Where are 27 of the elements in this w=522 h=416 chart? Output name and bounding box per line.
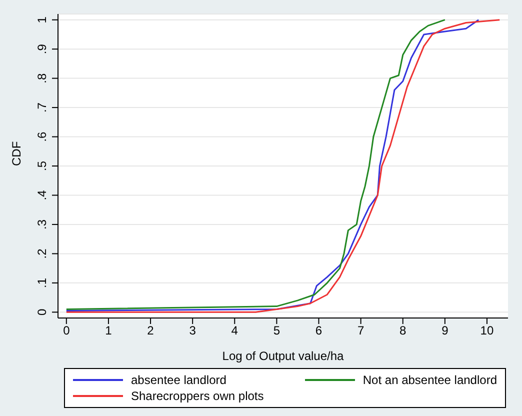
y-tick-label: .3 bbox=[35, 219, 49, 230]
x-tick-label: 9 bbox=[442, 324, 449, 338]
legend-label: Not an absentee landlord bbox=[362, 373, 497, 387]
y-tick-label: .9 bbox=[35, 44, 49, 54]
legend-label: absentee landlord bbox=[131, 373, 226, 387]
x-tick-label: 5 bbox=[273, 324, 280, 338]
x-tick-label: 1 bbox=[105, 324, 112, 338]
y-tick-label: 0 bbox=[35, 308, 49, 316]
x-axis-title: Log of Output value/ha bbox=[222, 349, 344, 363]
y-tick-label: .8 bbox=[35, 72, 49, 84]
y-tick-label: .5 bbox=[35, 160, 49, 172]
x-tick-label: 8 bbox=[400, 324, 407, 338]
x-tick-label: 6 bbox=[315, 324, 322, 338]
y-tick-label: .1 bbox=[35, 278, 49, 288]
x-tick-label: 10 bbox=[480, 324, 494, 338]
y-tick-label: 1 bbox=[35, 16, 49, 24]
y-tick-label: .2 bbox=[35, 248, 49, 259]
x-tick-label: 4 bbox=[231, 324, 238, 338]
y-tick-label: .4 bbox=[35, 190, 49, 200]
y-tick-label: .6 bbox=[35, 131, 49, 142]
y-tick-label: .7 bbox=[35, 102, 49, 113]
x-tick-label: 3 bbox=[189, 324, 196, 338]
x-tick-label: 0 bbox=[63, 324, 70, 338]
x-tick-label: 7 bbox=[357, 324, 364, 338]
x-tick-label: 2 bbox=[147, 324, 154, 338]
legend-label: Sharecroppers own plots bbox=[131, 389, 264, 403]
y-axis-title: CDF bbox=[9, 141, 24, 166]
